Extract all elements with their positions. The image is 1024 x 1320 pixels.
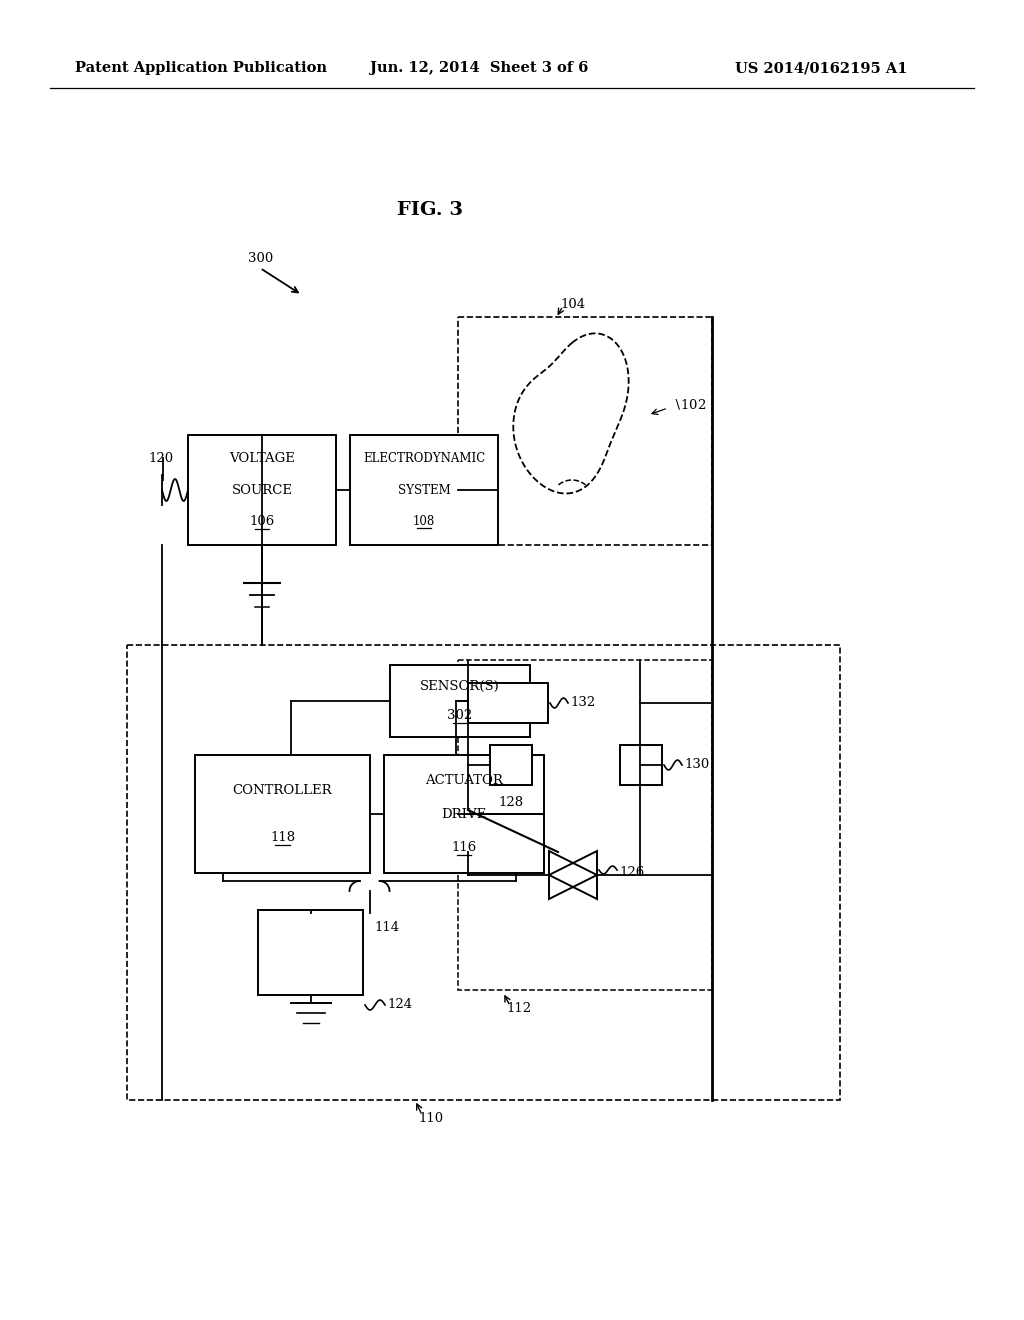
Bar [127, 645, 840, 1100]
Text: 114: 114 [375, 921, 399, 935]
Text: Jun. 12, 2014  Sheet 3 of 6: Jun. 12, 2014 Sheet 3 of 6 [370, 61, 589, 75]
Text: 302: 302 [447, 709, 473, 722]
Bar [390, 665, 530, 737]
Text: 118: 118 [270, 832, 295, 843]
Bar [384, 755, 544, 873]
Text: CONTROLLER: CONTROLLER [232, 784, 333, 797]
Bar [468, 682, 548, 723]
Text: 120: 120 [148, 451, 173, 465]
Text: 124: 124 [387, 998, 412, 1011]
Text: 130: 130 [684, 759, 710, 771]
Bar [490, 744, 532, 785]
Bar [350, 436, 498, 545]
Text: $\smallsetminus$102: $\smallsetminus$102 [672, 397, 707, 412]
Text: DRIVE: DRIVE [441, 808, 486, 821]
Text: Patent Application Publication: Patent Application Publication [75, 61, 327, 75]
Text: 300: 300 [248, 252, 273, 264]
Text: SYSTEM: SYSTEM [397, 483, 451, 496]
Text: ELECTRODYNAMIC: ELECTRODYNAMIC [362, 451, 485, 465]
Text: 132: 132 [570, 697, 595, 710]
Text: SENSOR(S): SENSOR(S) [420, 680, 500, 693]
Text: 128: 128 [498, 796, 523, 808]
Text: 110: 110 [418, 1111, 443, 1125]
Text: 126: 126 [618, 866, 644, 879]
Text: 108: 108 [413, 515, 435, 528]
Bar [620, 744, 662, 785]
Bar [258, 909, 362, 995]
Text: ACTUATOR: ACTUATOR [425, 774, 503, 787]
Bar [458, 317, 712, 545]
Text: 104: 104 [560, 297, 585, 310]
Text: 116: 116 [452, 841, 476, 854]
Text: 106: 106 [250, 515, 274, 528]
Text: SOURCE: SOURCE [231, 483, 293, 496]
Bar [195, 755, 370, 873]
Text: 112: 112 [506, 1002, 531, 1015]
Bar [458, 660, 712, 990]
Text: FIG. 3: FIG. 3 [397, 201, 463, 219]
Text: VOLTAGE: VOLTAGE [229, 451, 295, 465]
Text: US 2014/0162195 A1: US 2014/0162195 A1 [735, 61, 907, 75]
Bar [188, 436, 336, 545]
